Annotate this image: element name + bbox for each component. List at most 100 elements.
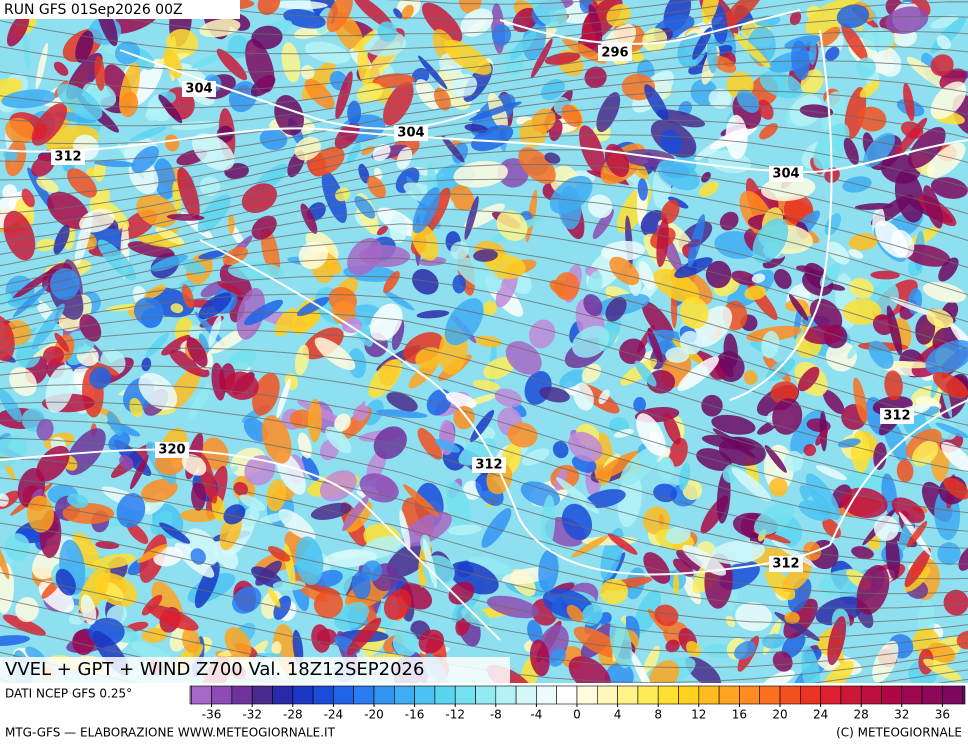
field-blob	[682, 480, 703, 501]
field-blob	[426, 389, 452, 416]
field-blob	[141, 357, 152, 372]
streamline	[0, 419, 968, 580]
field-blob	[93, 160, 136, 168]
field-blob	[604, 662, 634, 683]
vertical-velocity-field	[0, 0, 968, 683]
field-blob	[412, 269, 439, 295]
field-blob	[711, 414, 756, 435]
field-blob	[484, 254, 526, 280]
field-blob	[45, 364, 75, 413]
field-blob	[587, 194, 613, 219]
field-blob	[53, 61, 69, 76]
field-blob	[665, 526, 691, 545]
field-blob	[761, 670, 795, 683]
field-blob	[735, 602, 773, 632]
field-blob	[219, 264, 253, 302]
field-blob	[372, 143, 391, 162]
field-blob	[541, 495, 556, 549]
field-blob	[147, 604, 199, 631]
streamline	[0, 383, 968, 549]
field-blob	[6, 12, 30, 47]
field-blob	[94, 55, 106, 91]
field-blob	[873, 515, 899, 541]
field-blob	[723, 333, 738, 369]
field-blob	[781, 564, 812, 592]
field-blob	[255, 560, 282, 586]
field-blob	[223, 504, 246, 525]
contour-labels: 296 304 304 312 304 320 312 312 312	[51, 45, 914, 572]
field-blob	[130, 58, 164, 106]
field-blob	[673, 573, 680, 596]
field-blob	[5, 117, 35, 144]
field-blob	[803, 325, 844, 345]
field-blob	[92, 553, 136, 569]
field-blob	[771, 539, 818, 568]
field-blob	[643, 552, 671, 584]
field-blob	[198, 250, 227, 260]
colorbar-swatch	[556, 685, 578, 705]
field-blob	[773, 269, 792, 289]
field-blob	[0, 389, 23, 422]
field-blob	[725, 615, 736, 628]
field-blob	[181, 284, 194, 309]
field-blob	[31, 155, 55, 177]
field-blob	[418, 629, 445, 654]
field-blob	[321, 170, 347, 224]
field-blob	[468, 556, 513, 575]
field-blob	[396, 146, 413, 170]
streamline	[0, 311, 968, 473]
streamline	[0, 293, 968, 450]
field-blob	[57, 83, 103, 121]
contour-label-bg	[394, 125, 428, 141]
streamline	[0, 546, 968, 669]
field-blob	[674, 257, 713, 279]
field-blob	[376, 409, 428, 419]
field-blob	[251, 215, 277, 240]
field-blob	[568, 431, 603, 462]
field-blob	[257, 0, 281, 16]
field-blob	[903, 244, 951, 267]
field-blob	[460, 8, 494, 37]
contour-label: 304	[772, 167, 799, 182]
field-blob	[544, 52, 581, 65]
contour-label: 296	[601, 46, 628, 61]
field-blob	[609, 256, 640, 286]
field-blob	[932, 371, 968, 399]
field-blob	[119, 455, 134, 470]
field-blob	[216, 281, 244, 295]
field-blob	[875, 220, 908, 258]
field-blob	[657, 456, 675, 481]
field-blob	[725, 114, 748, 160]
colorbar-swatch	[454, 685, 476, 705]
colorbar-swatch	[333, 685, 354, 705]
field-blob	[701, 434, 756, 451]
field-blob	[399, 509, 411, 551]
field-blob	[181, 627, 201, 654]
field-blob	[158, 94, 183, 124]
field-blob	[261, 415, 292, 464]
field-blob	[27, 495, 54, 533]
field-blob	[801, 645, 821, 683]
field-blob	[679, 296, 709, 329]
field-blob	[903, 82, 915, 122]
field-blob	[354, 195, 376, 219]
field-blob	[809, 39, 817, 65]
contour-label-bg	[598, 45, 632, 61]
field-blob	[347, 237, 383, 276]
streamline	[0, 275, 968, 426]
field-blob	[334, 601, 370, 631]
field-blob	[678, 462, 691, 491]
field-blob	[751, 273, 766, 284]
field-blob	[0, 635, 31, 646]
field-blob	[507, 422, 538, 448]
field-blob	[464, 203, 505, 229]
field-blob	[581, 603, 603, 626]
field-blob	[893, 117, 928, 160]
field-blob	[75, 30, 94, 63]
field-blob	[706, 35, 718, 74]
field-blob	[759, 123, 778, 140]
colorbar-swatch	[251, 685, 273, 705]
field-blob	[765, 358, 796, 382]
field-blob	[620, 445, 661, 486]
colorbar-swatch	[515, 685, 537, 705]
